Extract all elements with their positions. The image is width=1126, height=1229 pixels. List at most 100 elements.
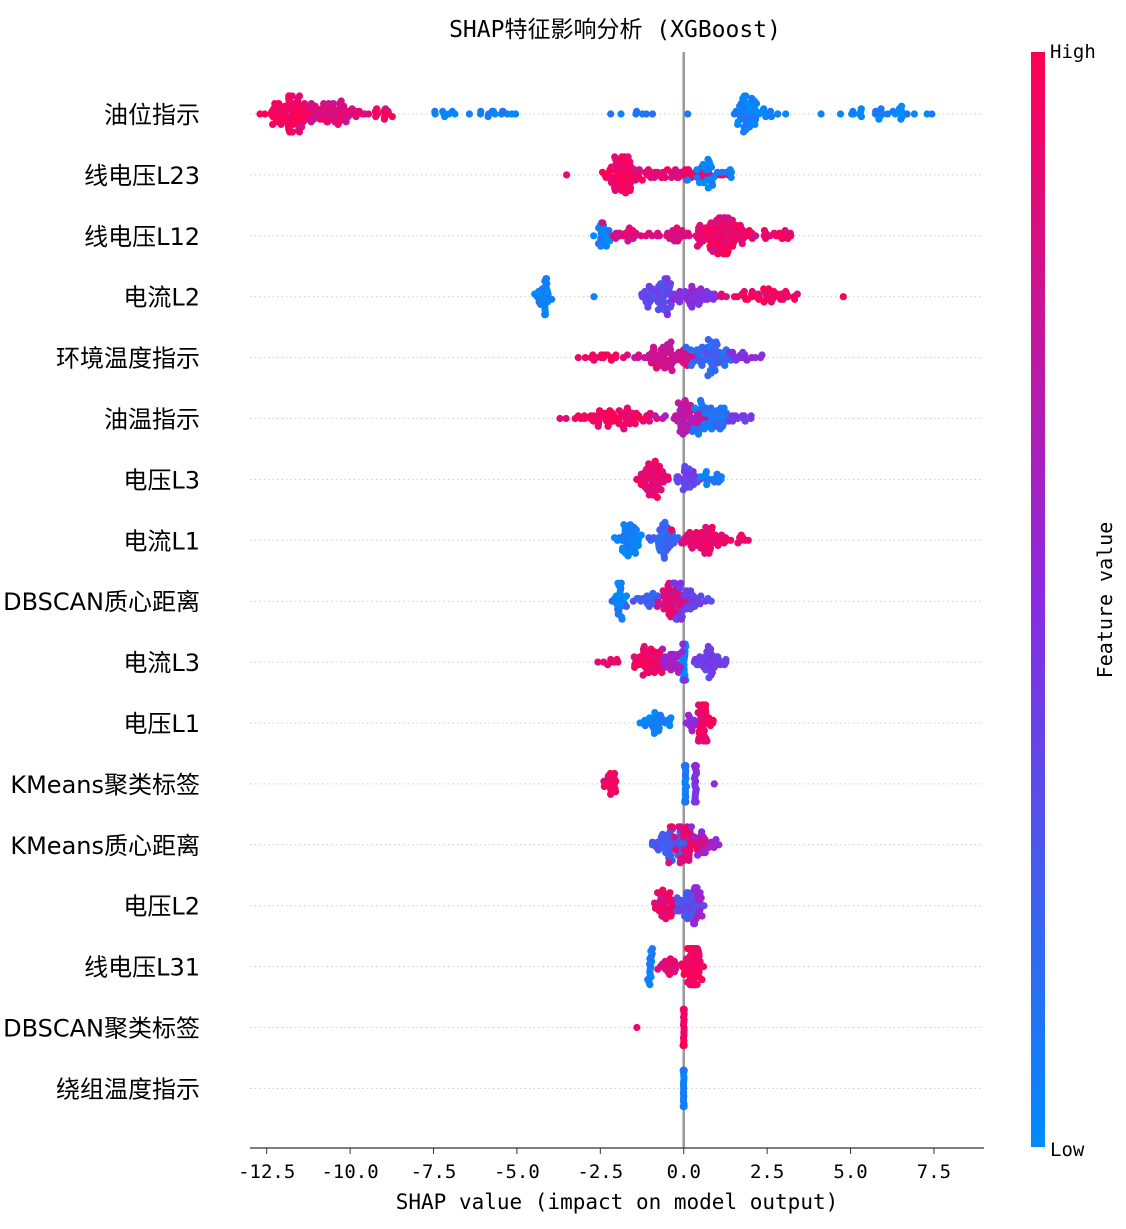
shap-point (737, 100, 745, 108)
shap-point (686, 483, 694, 491)
shap-point (671, 412, 680, 420)
shap-point (684, 176, 692, 184)
shap-point (680, 970, 688, 979)
shap-point (641, 168, 650, 176)
shap-point (701, 348, 710, 356)
shap-point (651, 709, 659, 717)
shap-point (693, 661, 701, 669)
shap-point (654, 306, 663, 314)
shap-point (674, 473, 682, 481)
shap-point (679, 640, 687, 648)
shap-point (699, 963, 708, 971)
feature-label: 油位指示 (104, 101, 200, 129)
shap-point (645, 417, 654, 425)
shap-point (782, 287, 790, 296)
shap-point (712, 422, 721, 430)
shap-point (355, 107, 363, 115)
shap-point (659, 587, 667, 595)
feature-label: 线电压L12 (84, 223, 200, 251)
shap-point (781, 227, 789, 235)
shap-point (654, 965, 662, 973)
shap-point (680, 1005, 688, 1014)
shap-point (712, 836, 720, 844)
shap-point (381, 105, 390, 113)
shap-point (738, 240, 746, 248)
shap-points (256, 92, 936, 1110)
shap-point (655, 462, 664, 470)
shap-point (710, 173, 718, 182)
shap-point (275, 100, 283, 108)
shap-point (879, 110, 887, 118)
shap-point (690, 833, 699, 841)
shap-point (685, 856, 693, 865)
shap-point (784, 234, 792, 242)
shap-point (633, 475, 641, 483)
shap-point (310, 115, 318, 123)
shap-point (641, 354, 649, 362)
shap-point (707, 219, 715, 227)
shap-point (767, 113, 776, 121)
shap-point (681, 396, 689, 405)
shap-point (718, 531, 726, 539)
shap-point (884, 110, 892, 118)
shap-point (697, 544, 705, 552)
shap-point (666, 970, 674, 979)
shap-point (660, 605, 668, 613)
shap-point (594, 422, 602, 430)
shap-point (590, 232, 598, 240)
shap-point (431, 107, 439, 115)
shap-point (677, 615, 685, 623)
shap-point (653, 295, 661, 303)
shap-point (693, 166, 701, 174)
shap-point (637, 232, 645, 240)
x-tick-label: 7.5 (917, 1161, 951, 1183)
colorbar-high-label: High (1050, 41, 1096, 63)
shap-point (676, 427, 684, 436)
shap-point (541, 311, 549, 319)
shap-point (683, 889, 691, 897)
shap-point (538, 285, 546, 293)
shap-point (704, 595, 712, 603)
shap-point (635, 351, 643, 359)
shap-point (681, 798, 689, 806)
shap-point (670, 295, 679, 303)
shap-point (607, 110, 615, 118)
x-tick-label: -10.0 (321, 1161, 378, 1183)
shap-point (734, 120, 742, 128)
shap-point (622, 602, 631, 611)
shap-point (711, 531, 719, 539)
shap-point (623, 404, 632, 412)
shap-point (645, 668, 653, 677)
shap-point (698, 528, 706, 537)
shap-point (683, 915, 692, 923)
shap-point (667, 526, 676, 534)
shap-point (607, 655, 615, 664)
shap-point (683, 955, 691, 963)
shap-point (607, 356, 616, 364)
shap-point (697, 396, 705, 405)
shap-point (663, 716, 671, 725)
shap-point (288, 128, 296, 136)
shap-point (590, 356, 598, 364)
shap-point (667, 666, 675, 674)
shap-point (643, 486, 651, 494)
shap-point (661, 653, 669, 661)
shap-point (670, 290, 678, 298)
shap-point (639, 417, 647, 425)
feature-label: 电压L1 (123, 710, 200, 738)
shap-point (666, 889, 674, 897)
shap-point (724, 247, 732, 255)
shap-point (721, 361, 729, 369)
shap-point (667, 613, 675, 621)
shap-point (698, 912, 706, 920)
shap-point (728, 242, 737, 250)
shap-point (613, 655, 621, 664)
shap-point (698, 976, 706, 984)
shap-point (676, 287, 684, 296)
shap-point (704, 372, 712, 380)
shap-point (657, 280, 665, 288)
shap-point (631, 549, 640, 557)
shap-point (751, 120, 759, 128)
shap-point (720, 404, 728, 412)
shap-point (714, 653, 722, 661)
